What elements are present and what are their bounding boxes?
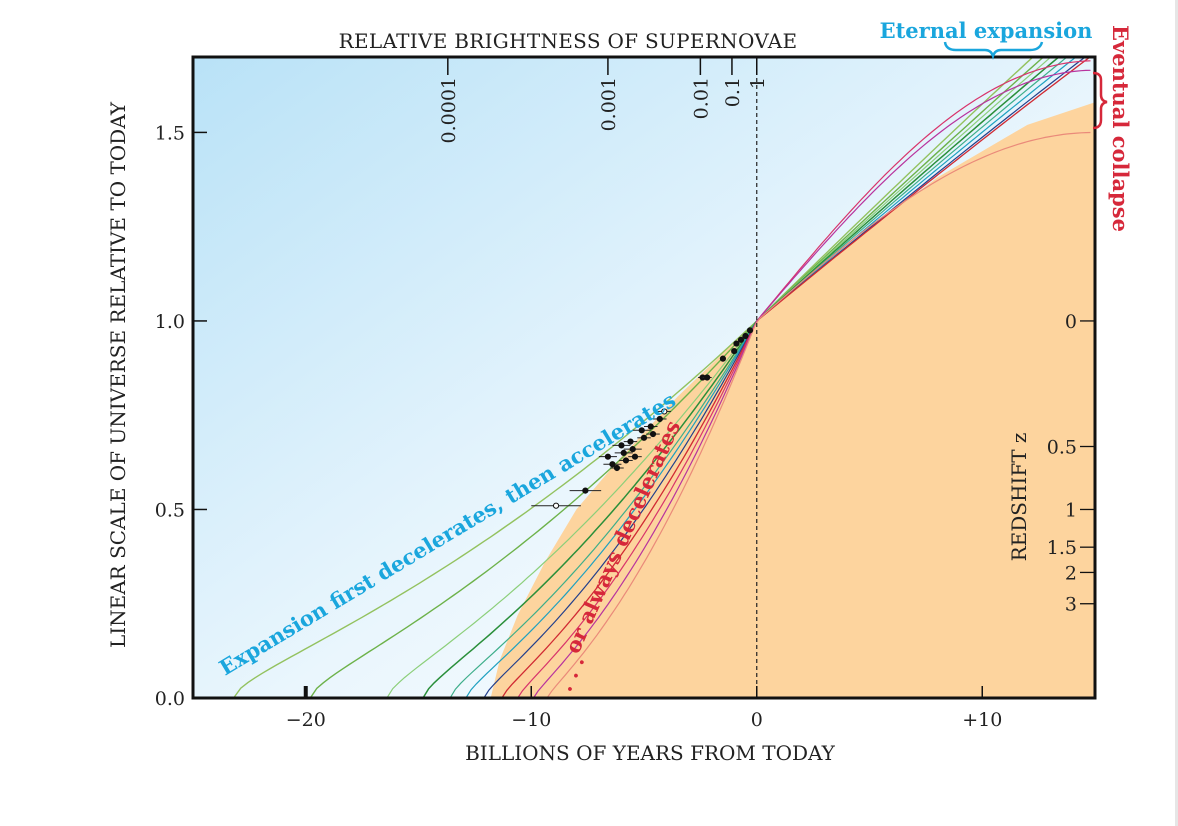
supernova-point (731, 348, 738, 355)
supernova-point (746, 327, 754, 334)
eternal-expansion-label: Eternal expansion (880, 18, 1093, 43)
x-ticks: −20 −10 0 +10 (286, 686, 1002, 731)
supernova-point (733, 340, 740, 347)
supernova-point (552, 502, 560, 509)
supernova-point (640, 434, 648, 441)
expansion-curve (309, 57, 1045, 698)
y-ticks: 0.0 0.5 1.0 1.5 (155, 122, 207, 710)
expansion-curve (233, 57, 1034, 698)
x-tick-label: −20 (286, 709, 326, 731)
x-tick-label: +10 (962, 709, 1002, 731)
redshift-ticks: 0 0.5 1 1.5 2 3 (1047, 311, 1095, 616)
supernova-point (742, 332, 749, 340)
redshift-axis-label: REDSHIFT z (1007, 433, 1031, 562)
supernova-point (609, 461, 616, 468)
supernova-point (629, 446, 636, 453)
redshift-tick-label: 3 (1065, 594, 1077, 616)
supernova-point (647, 423, 654, 430)
x-tick-label: −10 (511, 709, 551, 731)
page-edge (1175, 0, 1178, 826)
x-axis-label: BILLIONS OF YEARS FROM TODAY (465, 741, 836, 765)
y-tick-label: 0.0 (155, 688, 185, 710)
supernova-point (613, 464, 621, 472)
supernova-point (719, 355, 727, 362)
eternal-expansion-brace (943, 41, 1044, 60)
supernova-point (627, 438, 634, 445)
eventual-collapse-label: Eventual collapse (1108, 25, 1133, 232)
supernova-point (620, 449, 627, 457)
curves-group (233, 57, 1091, 698)
brightness-ticks: 0.0001 0.001 0.01 0.1 1 (438, 57, 769, 143)
supernova-point (704, 374, 711, 381)
supernova-point (661, 408, 668, 415)
y-tick-label: 0.5 (155, 499, 185, 521)
supernova-point (622, 457, 630, 464)
redshift-tick-label: 1.5 (1047, 537, 1077, 559)
expansion-curve (546, 131, 1091, 698)
supernova-point (649, 430, 657, 438)
supernova-point (656, 415, 663, 423)
redshift-tick-label: 1 (1065, 499, 1077, 521)
y-axis-label: LINEAR SCALE OF UNIVERSE RELATIVE TO TOD… (106, 101, 130, 648)
supernova-point (582, 487, 589, 494)
redshift-tick-label: 0.5 (1047, 437, 1077, 459)
y-tick-label: 1.0 (155, 311, 185, 333)
supernova-points (531, 327, 754, 509)
supernova-point (737, 336, 745, 343)
supernova-point (618, 442, 625, 449)
eventual-collapse-brace (1092, 71, 1108, 130)
expansion-curve (517, 60, 1091, 698)
x-tick-label: 0 (751, 709, 763, 731)
redshift-tick-label: 0 (1065, 311, 1077, 333)
supernova-point (638, 427, 645, 434)
brightness-tick-label: 0.0001 (438, 77, 460, 143)
brightness-tick-label: 0.01 (690, 77, 712, 119)
y-tick-label: 1.5 (155, 122, 185, 144)
expansion-curve (501, 57, 1091, 698)
brightness-tick-label: 0.001 (598, 77, 620, 131)
plot-frame (191, 55, 1097, 700)
brightness-tick-label: 0.1 (722, 77, 744, 107)
brightness-tick-label: 1 (747, 77, 769, 89)
chart-title: RELATIVE BRIGHTNESS OF SUPERNOVAE (339, 29, 798, 53)
redshift-tick-label: 2 (1065, 562, 1077, 584)
supernova-point (631, 453, 639, 460)
supernova-point (604, 453, 612, 460)
expansion-curve (532, 69, 1091, 698)
